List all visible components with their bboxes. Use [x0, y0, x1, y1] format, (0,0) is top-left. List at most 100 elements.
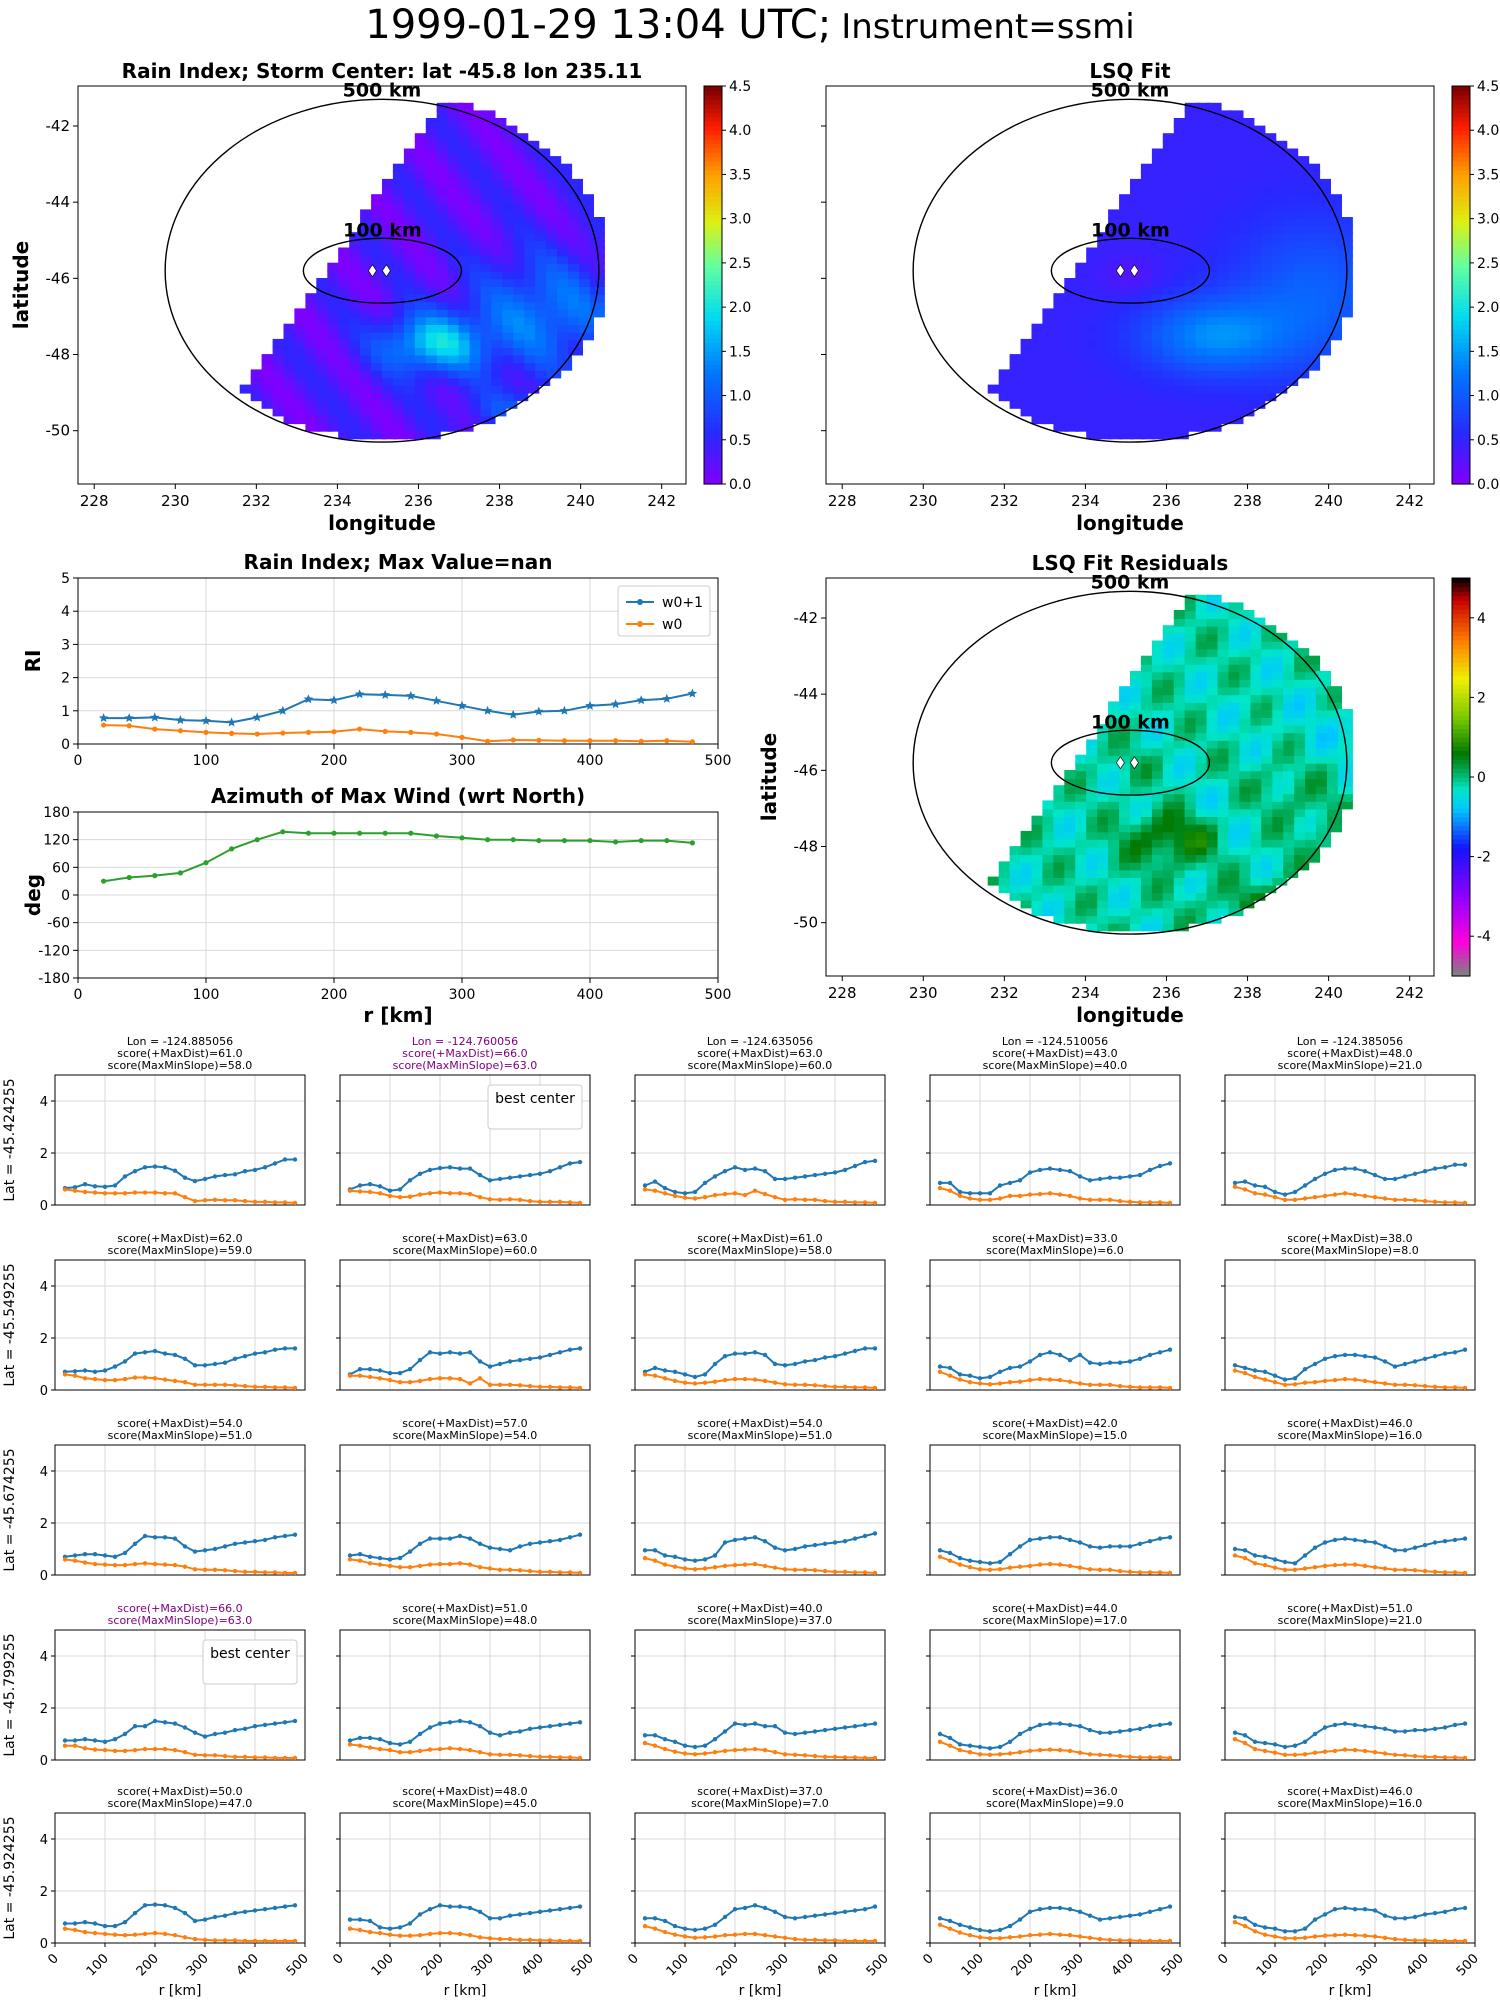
map-cell [502, 224, 518, 234]
map-cell [1184, 846, 1200, 856]
data-point [357, 1367, 363, 1372]
map-cell [1316, 201, 1331, 211]
data-point [762, 1724, 768, 1729]
map-cell [360, 239, 376, 249]
map-cell [1009, 846, 1025, 856]
data-point [547, 1539, 553, 1544]
map-cell [1195, 625, 1211, 635]
data-point [1392, 1382, 1398, 1388]
map-cell [1250, 747, 1266, 757]
map-cell [371, 232, 387, 242]
data-point [477, 1541, 483, 1547]
map-cell [1239, 171, 1255, 181]
map-cell [1042, 346, 1058, 356]
data-point [822, 1727, 828, 1733]
map-cell [1272, 724, 1288, 734]
map-cell [557, 293, 573, 303]
map-cell [305, 369, 321, 379]
data-point [537, 1540, 543, 1545]
map-cell [469, 407, 485, 417]
map-cell [1217, 331, 1233, 341]
map-cell [371, 300, 387, 310]
map-cell [1217, 716, 1233, 726]
colorbar-step [704, 399, 722, 405]
map-cell [1195, 255, 1211, 265]
map-cell [1162, 747, 1178, 757]
map-cell [1173, 907, 1189, 917]
data-point [1262, 1748, 1268, 1754]
data-point [192, 1936, 198, 1942]
map-cell [491, 262, 507, 272]
map-cell [1173, 361, 1189, 371]
map-cell [1337, 709, 1353, 718]
y-tick-label: -46 [46, 269, 71, 287]
data-point [672, 1739, 678, 1745]
data-point [967, 1565, 973, 1570]
map-cell [1206, 594, 1222, 604]
map-cell [1239, 861, 1255, 871]
map-cell [1108, 361, 1124, 371]
map-cell [1327, 754, 1342, 764]
map-cell [1097, 724, 1113, 734]
data-point [947, 1373, 953, 1378]
data-point [1372, 1172, 1378, 1178]
map-cell [316, 354, 332, 364]
map-cell [1064, 884, 1080, 894]
map-cell [414, 224, 430, 234]
map-cell [458, 308, 474, 318]
line-chart-2: 0 100 200 300 400 500180120600-60-120-180Azim… [21, 784, 731, 1027]
map-cell [1250, 808, 1266, 817]
map-cell [1327, 777, 1342, 787]
map-cell [1228, 876, 1244, 886]
colorbar-step [1452, 223, 1470, 229]
colorbar: 0.00.51.01.52.02.53.03.54.04.5 [1451, 79, 1499, 493]
colorbar-step [1452, 285, 1470, 291]
data-point [1322, 1378, 1328, 1384]
colorbar-step [1452, 236, 1470, 242]
map-cell [1075, 316, 1091, 325]
map-cell [1272, 792, 1288, 802]
map-cell [1217, 308, 1233, 318]
map-cell [1195, 709, 1211, 718]
data-point [1292, 1743, 1298, 1748]
map-cell [524, 224, 540, 234]
map-cell [589, 300, 605, 310]
data-point [527, 1568, 533, 1574]
map-cell [1075, 415, 1091, 425]
map-cell [1140, 770, 1156, 779]
map-cell [1195, 399, 1211, 409]
map-cell [1239, 323, 1255, 333]
score-maxdist: score(+MaxDist)=51.0 [402, 1602, 527, 1615]
map-cell [458, 346, 474, 356]
map-cell [1130, 422, 1145, 432]
map-cell [1239, 731, 1255, 741]
map-cell [1294, 846, 1310, 856]
map-cell [469, 323, 485, 333]
map-cell [1305, 338, 1321, 348]
data-point [682, 1195, 688, 1200]
map-cell [1239, 262, 1255, 272]
data-point [862, 1938, 868, 1944]
data-point [772, 1195, 778, 1200]
map-cell [1294, 346, 1310, 356]
map-cell [1064, 785, 1080, 795]
map-cell [1195, 369, 1211, 379]
data-point [142, 1931, 148, 1937]
map-cell [436, 247, 452, 257]
map-cell [1162, 800, 1178, 810]
map-cell [1337, 770, 1353, 779]
map-cell [1283, 285, 1299, 295]
series-line-w0 [1234, 1738, 1466, 1759]
map-cell [546, 194, 562, 204]
data-point [862, 1755, 868, 1761]
colorbar-step [1452, 333, 1470, 339]
data-point [752, 1903, 758, 1908]
data-point [292, 1718, 298, 1724]
colorbar-step [1452, 178, 1470, 184]
score-maxdist: score(+MaxDist)=48.0 [1287, 1047, 1412, 1060]
map-cell [414, 323, 430, 333]
data-point [1167, 1904, 1173, 1909]
map-cell [1228, 655, 1244, 665]
map-cell [447, 224, 463, 234]
map-cell [261, 392, 277, 402]
